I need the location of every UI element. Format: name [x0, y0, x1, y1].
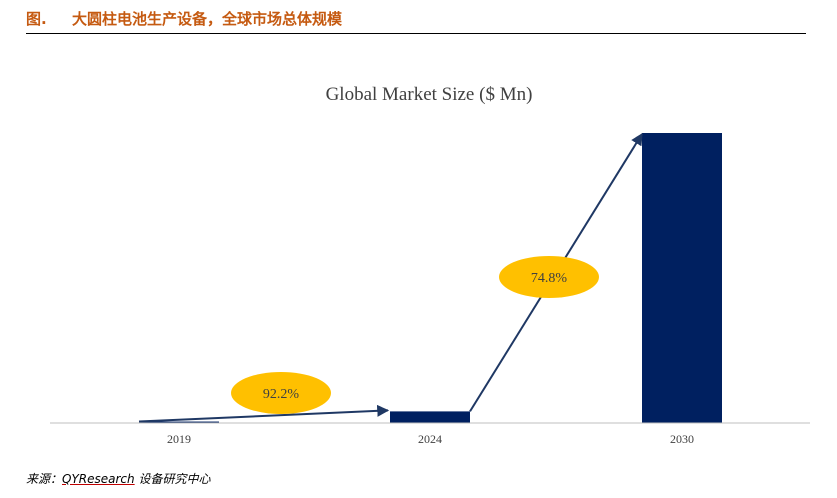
source-prefix: 来源： — [26, 472, 63, 486]
figure-header: 图. 大圆柱电池生产设备，全球市场总体规模 — [26, 8, 806, 34]
source-suffix: 设备研究中心 — [134, 472, 211, 486]
x-tick-label-2024: 2024 — [418, 432, 442, 446]
cagr-callout-1 — [231, 372, 331, 414]
bar-2030 — [642, 133, 722, 423]
figure-label: 图. — [26, 10, 47, 28]
bar-2024 — [390, 411, 470, 423]
x-tick-label-2030: 2030 — [670, 432, 694, 446]
cagr-label-2: 74.8% — [531, 271, 568, 286]
cagr-label-1: 92.2% — [263, 387, 300, 402]
chart-title: Global Market Size ($ Mn) — [326, 84, 533, 105]
figure-title: 大圆柱电池生产设备，全球市场总体规模 — [72, 10, 343, 28]
x-tick-label-2019: 2019 — [167, 432, 191, 446]
growth-arrow-1 — [138, 404, 390, 423]
source-note: 来源：QYResearch 设备研究中心 — [26, 470, 210, 487]
source-org: QYResearch — [62, 472, 135, 486]
bar-2019 — [139, 421, 219, 423]
cagr-callout-2 — [499, 256, 599, 298]
